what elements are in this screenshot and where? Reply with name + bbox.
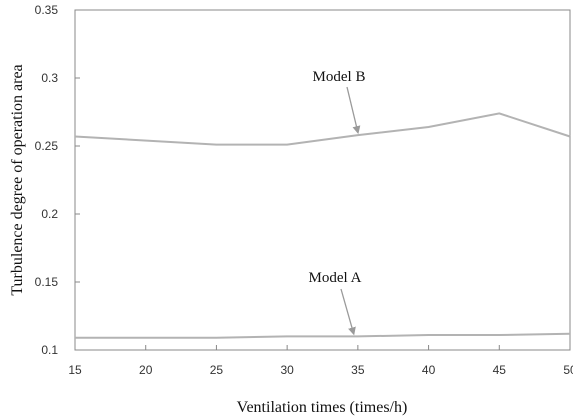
y-tick-label: 0.35 bbox=[35, 3, 59, 17]
y-axis-title: Turbulence degree of operation area bbox=[9, 64, 26, 295]
x-tick-label: 20 bbox=[139, 363, 153, 377]
x-tick-label: 40 bbox=[422, 363, 436, 377]
x-tick-label: 45 bbox=[493, 363, 507, 377]
annotation-model-a-arrow bbox=[340, 288, 356, 336]
x-tick-label: 50 bbox=[563, 363, 573, 377]
x-axis-title: Ventilation times (times/h) bbox=[237, 399, 408, 416]
x-axis-ticks: 15 20 25 30 35 40 45 50 bbox=[68, 345, 573, 377]
series-line-model-a bbox=[75, 332, 571, 339]
annotation-model-b-arrow bbox=[346, 86, 361, 135]
annotation-model-b-label: Model B bbox=[313, 69, 366, 85]
series-layer bbox=[74, 112, 571, 339]
y-tick-label: 0.1 bbox=[41, 343, 58, 357]
x-tick-label: 25 bbox=[210, 363, 224, 377]
series-line-model-b bbox=[74, 112, 571, 146]
y-tick-label: 0.25 bbox=[35, 139, 59, 153]
y-tick-label: 0.3 bbox=[41, 71, 58, 85]
y-axis-ticks: 0.1 0.15 0.2 0.25 0.3 0.35 bbox=[35, 3, 80, 357]
x-tick-label: 35 bbox=[351, 363, 365, 377]
x-tick-label: 15 bbox=[68, 363, 82, 377]
y-tick-label: 0.2 bbox=[41, 207, 58, 221]
annotations: Model B Model A bbox=[309, 69, 366, 336]
annotation-model-a-label: Model A bbox=[309, 270, 362, 286]
x-tick-label: 30 bbox=[280, 363, 294, 377]
y-tick-label: 0.15 bbox=[35, 275, 59, 289]
plot-area bbox=[74, 9, 571, 351]
